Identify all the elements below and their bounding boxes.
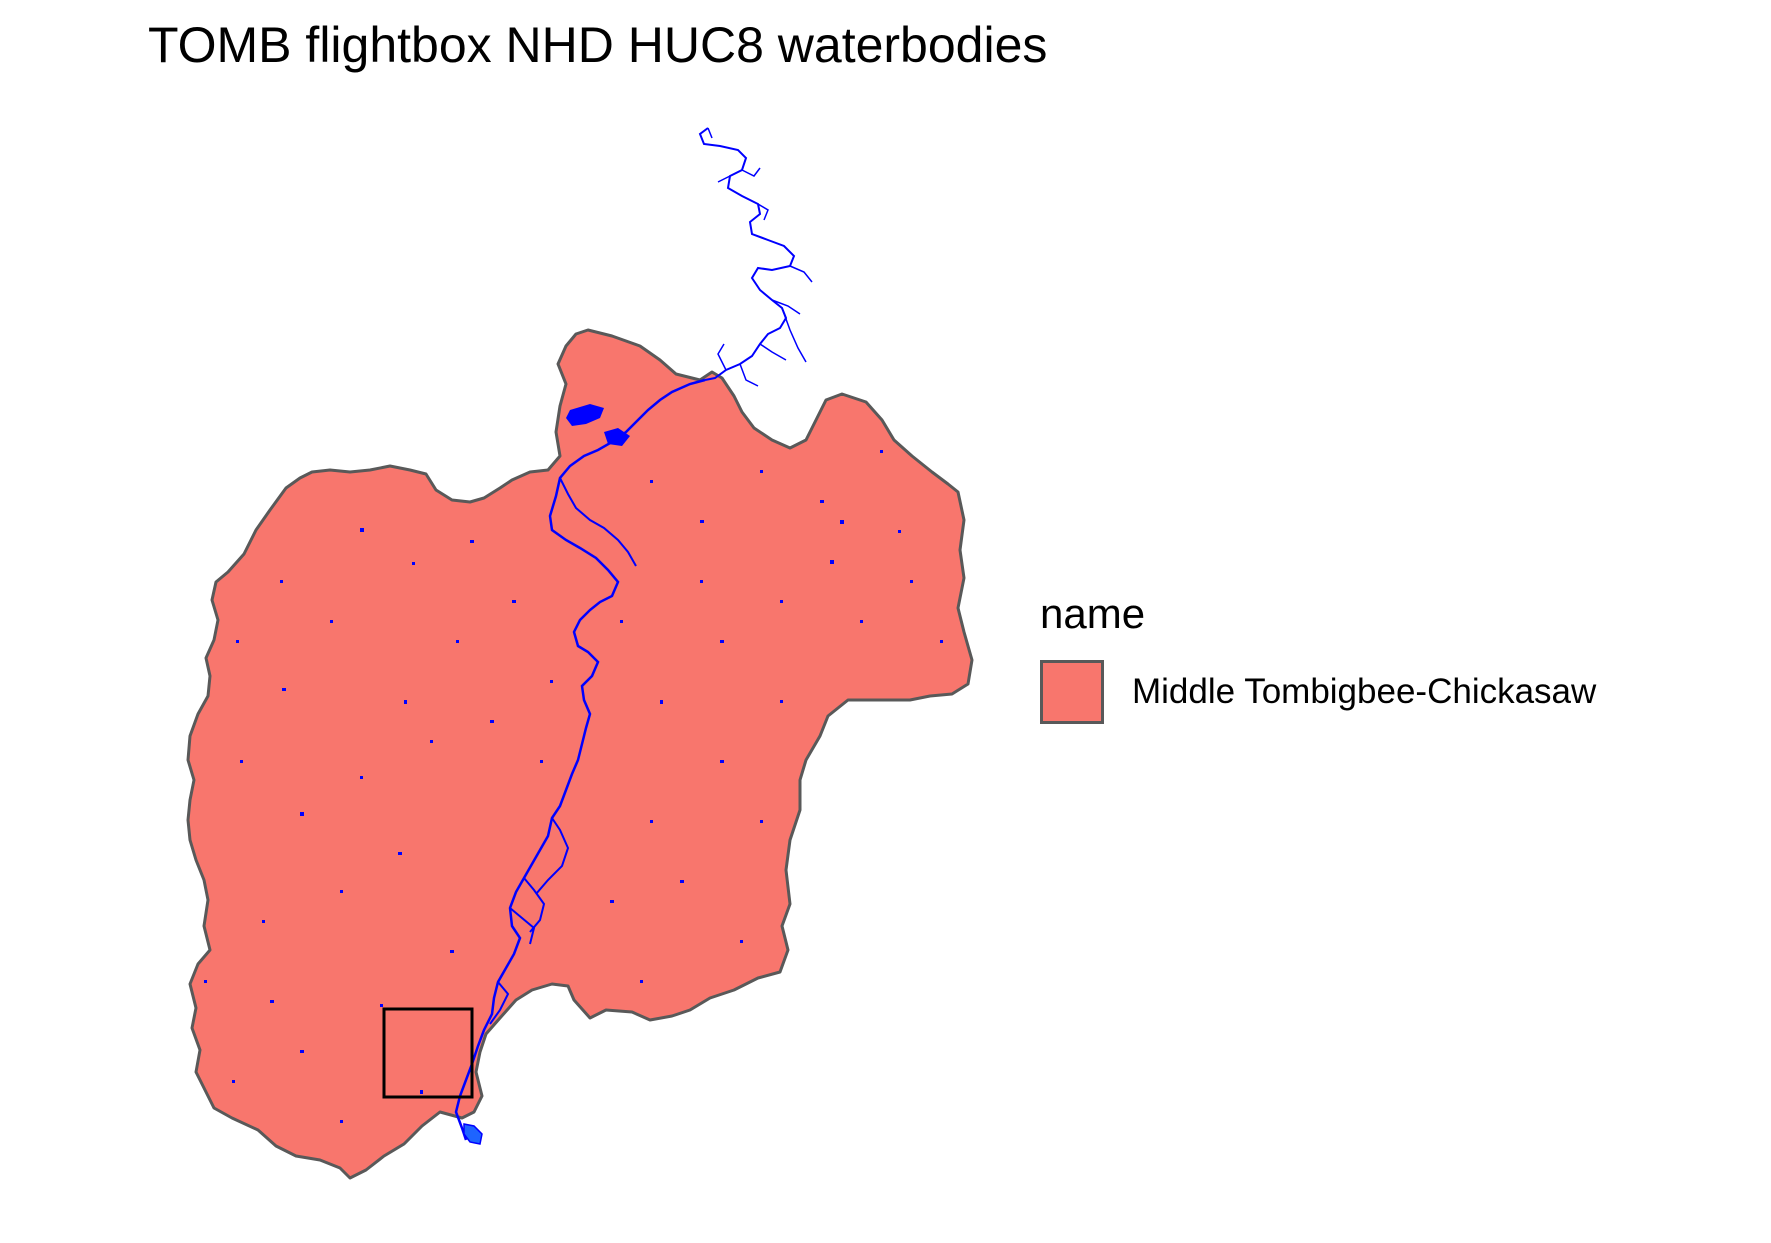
legend-title: name (1040, 590, 1146, 637)
flightbox-rectangle (382, 1007, 474, 1099)
river-braid-left (489, 477, 637, 1025)
reservoir-north (566, 404, 604, 426)
legend: name Middle Tombigbee-Chickasaw (1040, 590, 1596, 724)
upstream-river (698, 127, 796, 381)
waterbody-dots (204, 450, 943, 1123)
legend-item-label: Middle Tombigbee-Chickasaw (1132, 672, 1597, 711)
legend-swatch (1040, 660, 1104, 724)
legend-item: Middle Tombigbee-Chickasaw (1040, 660, 1596, 724)
upstream-tributaries (707, 127, 813, 387)
reservoir-south (463, 1123, 483, 1145)
lake-northwest (604, 428, 630, 446)
river-channel (454, 378, 706, 1141)
map-title: TOMB flightbox NHD HUC8 waterbodies (148, 17, 1048, 73)
